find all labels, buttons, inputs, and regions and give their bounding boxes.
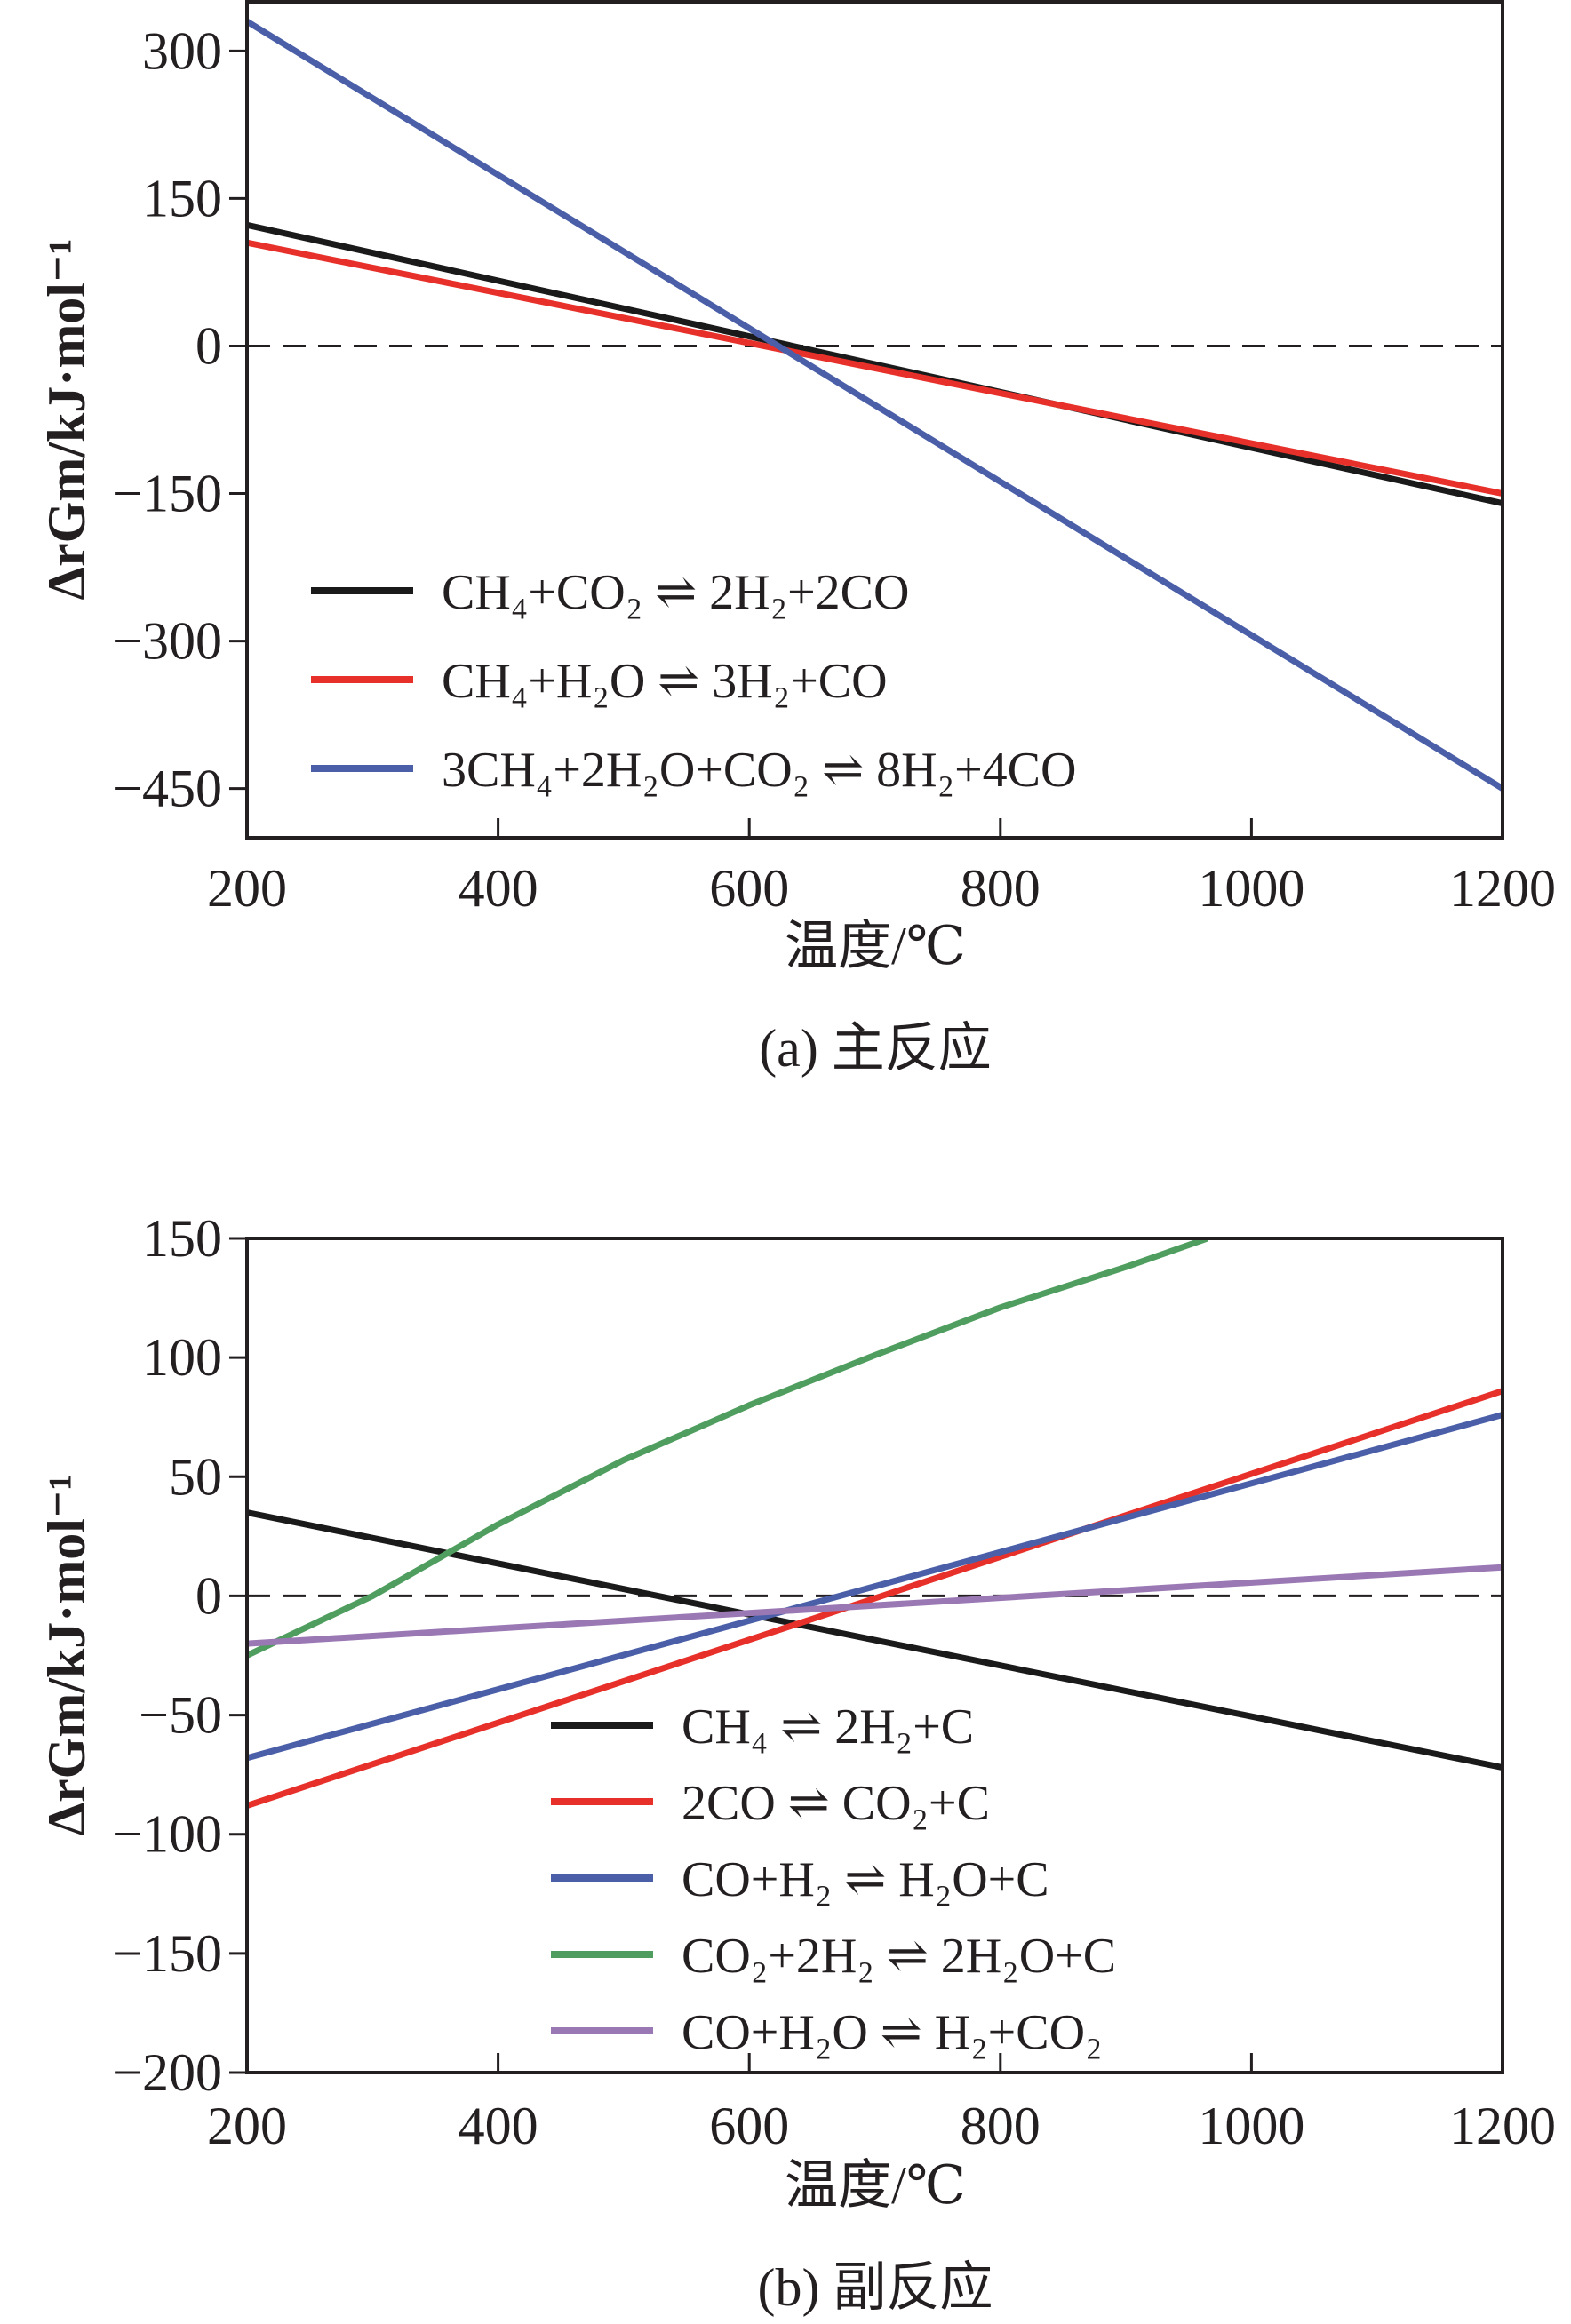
plot-frame xyxy=(245,1237,1504,2074)
chart-b-ylabel: ΔrGm/kJ·mol⁻¹ xyxy=(37,1474,96,1835)
chart-b-xlabel: 温度/℃ xyxy=(785,2156,966,2215)
y-tick-label: 300 xyxy=(142,21,222,80)
series-line-0 xyxy=(247,1509,1503,1771)
legend-label-0: CH₄ ⇌ 2H₂+C xyxy=(682,1699,974,1755)
legend-label-3: CO₂+2H₂ ⇌ 2H₂O+C xyxy=(682,1929,1116,1984)
legend-label-0: CH₄+CO₂ ⇌ 2H₂+2CO xyxy=(442,565,909,620)
chart-a-main-reactions: (a) 主反应 温度/℃ ΔrGm/kJ·mol⁻¹ CH₄+CO₂ ⇌ 2H₂… xyxy=(37,0,1556,1078)
chart-a-caption: (a) 主反应 xyxy=(759,1019,992,1078)
series-line-3 xyxy=(247,1238,1209,1659)
x-tick-label: 200 xyxy=(207,859,287,918)
series-line-4 xyxy=(247,1564,1503,1647)
x-tick-label: 1200 xyxy=(1449,2097,1556,2155)
series-line-2 xyxy=(247,19,1503,792)
y-tick-label: 0 xyxy=(195,316,222,375)
chart-a-ylabel: ΔrGm/kJ·mol⁻¹ xyxy=(37,238,96,600)
y-tick-label: −450 xyxy=(112,760,222,818)
x-tick-label: 600 xyxy=(709,859,789,918)
x-tick-label: 600 xyxy=(709,2097,789,2155)
legend-label-1: 2CO ⇌ CO₂+C xyxy=(682,1776,990,1831)
legend-label-4: CO+H₂O ⇌ H₂+CO₂ xyxy=(682,2005,1103,2060)
y-tick-label: 100 xyxy=(142,1328,222,1387)
y-tick-label: −150 xyxy=(112,1924,222,1983)
x-tick-label: 1000 xyxy=(1198,859,1304,918)
x-tick-label: 800 xyxy=(961,859,1041,918)
chart-b-caption: (b) 副反应 xyxy=(758,2258,993,2317)
y-tick-label: −100 xyxy=(112,1805,222,1864)
y-tick-label: 50 xyxy=(169,1447,222,1506)
plot-frame xyxy=(245,0,1504,840)
y-tick-label: −150 xyxy=(112,465,222,523)
y-tick-label: 0 xyxy=(195,1566,222,1625)
series-line-1 xyxy=(247,1388,1503,1809)
x-tick-label: 200 xyxy=(207,2097,287,2155)
chart-a-xlabel: 温度/℃ xyxy=(785,917,966,975)
x-tick-label: 1000 xyxy=(1198,2097,1304,2155)
y-tick-label: 150 xyxy=(142,1209,222,1268)
series-line-0 xyxy=(247,221,1503,507)
y-tick-label: −300 xyxy=(112,612,222,671)
x-tick-label: 400 xyxy=(459,859,538,918)
series-line-2 xyxy=(247,1412,1503,1762)
y-tick-label: −200 xyxy=(112,2043,222,2102)
x-tick-label: 400 xyxy=(459,2097,538,2155)
chart-b-side-reactions: (b) 副反应 温度/℃ ΔrGm/kJ·mol⁻¹ CH₄ ⇌ 2H₂+C 2C… xyxy=(37,1209,1556,2317)
series-line-1 xyxy=(247,239,1503,497)
legend-label-2: CO+H₂ ⇌ H₂O+C xyxy=(682,1852,1049,1907)
x-tick-label: 800 xyxy=(961,2097,1041,2155)
x-tick-label: 1200 xyxy=(1449,859,1556,918)
y-tick-label: 150 xyxy=(142,169,222,227)
y-tick-label: −50 xyxy=(139,1686,222,1745)
legend-label-1: CH₄+H₂O ⇌ 3H₂+CO xyxy=(442,654,888,709)
legend-label-2: 3CH₄+2H₂O+CO₂ ⇌ 8H₂+4CO xyxy=(442,743,1076,798)
